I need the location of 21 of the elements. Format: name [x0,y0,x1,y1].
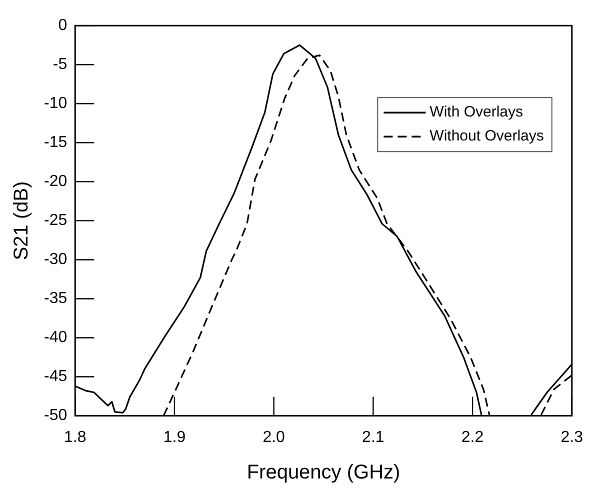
x-tick-label: 2.3 [560,428,584,446]
y-tick-label: -30 [44,251,68,268]
x-tick-label: 2.1 [362,428,384,446]
y-tick-label: -50 [44,407,68,424]
x-tick-label: 2.2 [461,428,484,446]
y-tick-label: -10 [44,95,68,112]
y-tick-label: -40 [44,329,68,346]
x-axis-title: Frequency (GHz) [246,462,400,484]
legend-label: With Overlays [430,104,524,121]
y-tick-label: -15 [44,134,68,152]
y-tick-label: -45 [44,368,68,386]
x-tick-label: 2.0 [262,428,286,446]
y-tick-label: -5 [52,56,68,74]
x-tick-label: 1.8 [64,428,86,446]
y-axis-title: S21 (dB) [10,181,33,260]
y-tick-label: 0 [58,17,68,34]
legend-label: Without Overlays [430,128,544,145]
y-tick-label: -20 [44,173,68,190]
y-tick-label: -25 [44,212,68,230]
y-tick-label: -35 [44,290,68,308]
x-tick-label: 1.9 [163,428,186,446]
